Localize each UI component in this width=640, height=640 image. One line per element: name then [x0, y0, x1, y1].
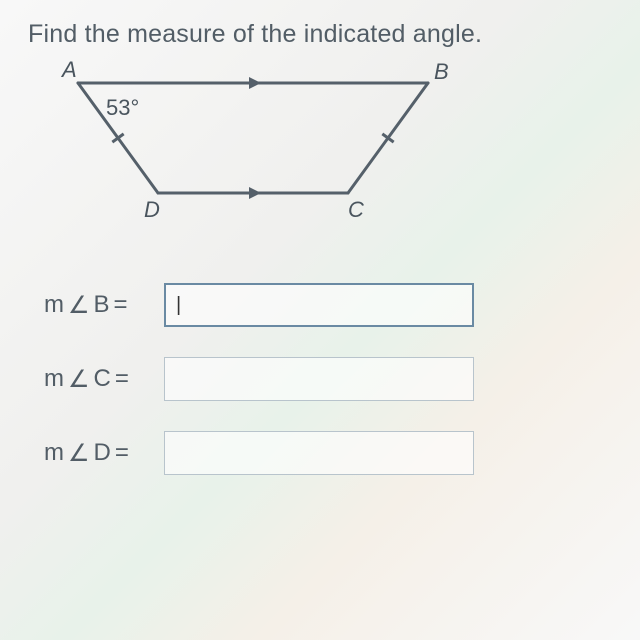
answer-row-c: m ∠ C =: [44, 357, 612, 401]
label-b: m ∠ B =: [44, 291, 164, 320]
input-angle-b[interactable]: [164, 283, 474, 327]
diagram-svg: A B C D 53°: [48, 53, 468, 233]
input-angle-d[interactable]: [164, 431, 474, 475]
svg-text:C: C: [348, 197, 364, 222]
svg-text:B: B: [434, 59, 449, 84]
answer-fields: m ∠ B = m ∠ C = m ∠ D =: [44, 283, 612, 475]
answer-row-b: m ∠ B =: [44, 283, 612, 327]
svg-text:53°: 53°: [106, 95, 139, 120]
svg-text:D: D: [144, 197, 160, 222]
label-c: m ∠ C =: [44, 365, 164, 394]
label-d: m ∠ D =: [44, 439, 164, 468]
input-angle-c[interactable]: [164, 357, 474, 401]
trapezoid-diagram: A B C D 53°: [48, 53, 468, 233]
svg-text:A: A: [60, 57, 77, 82]
instruction-text: Find the measure of the indicated angle.: [28, 20, 612, 49]
answer-row-d: m ∠ D =: [44, 431, 612, 475]
